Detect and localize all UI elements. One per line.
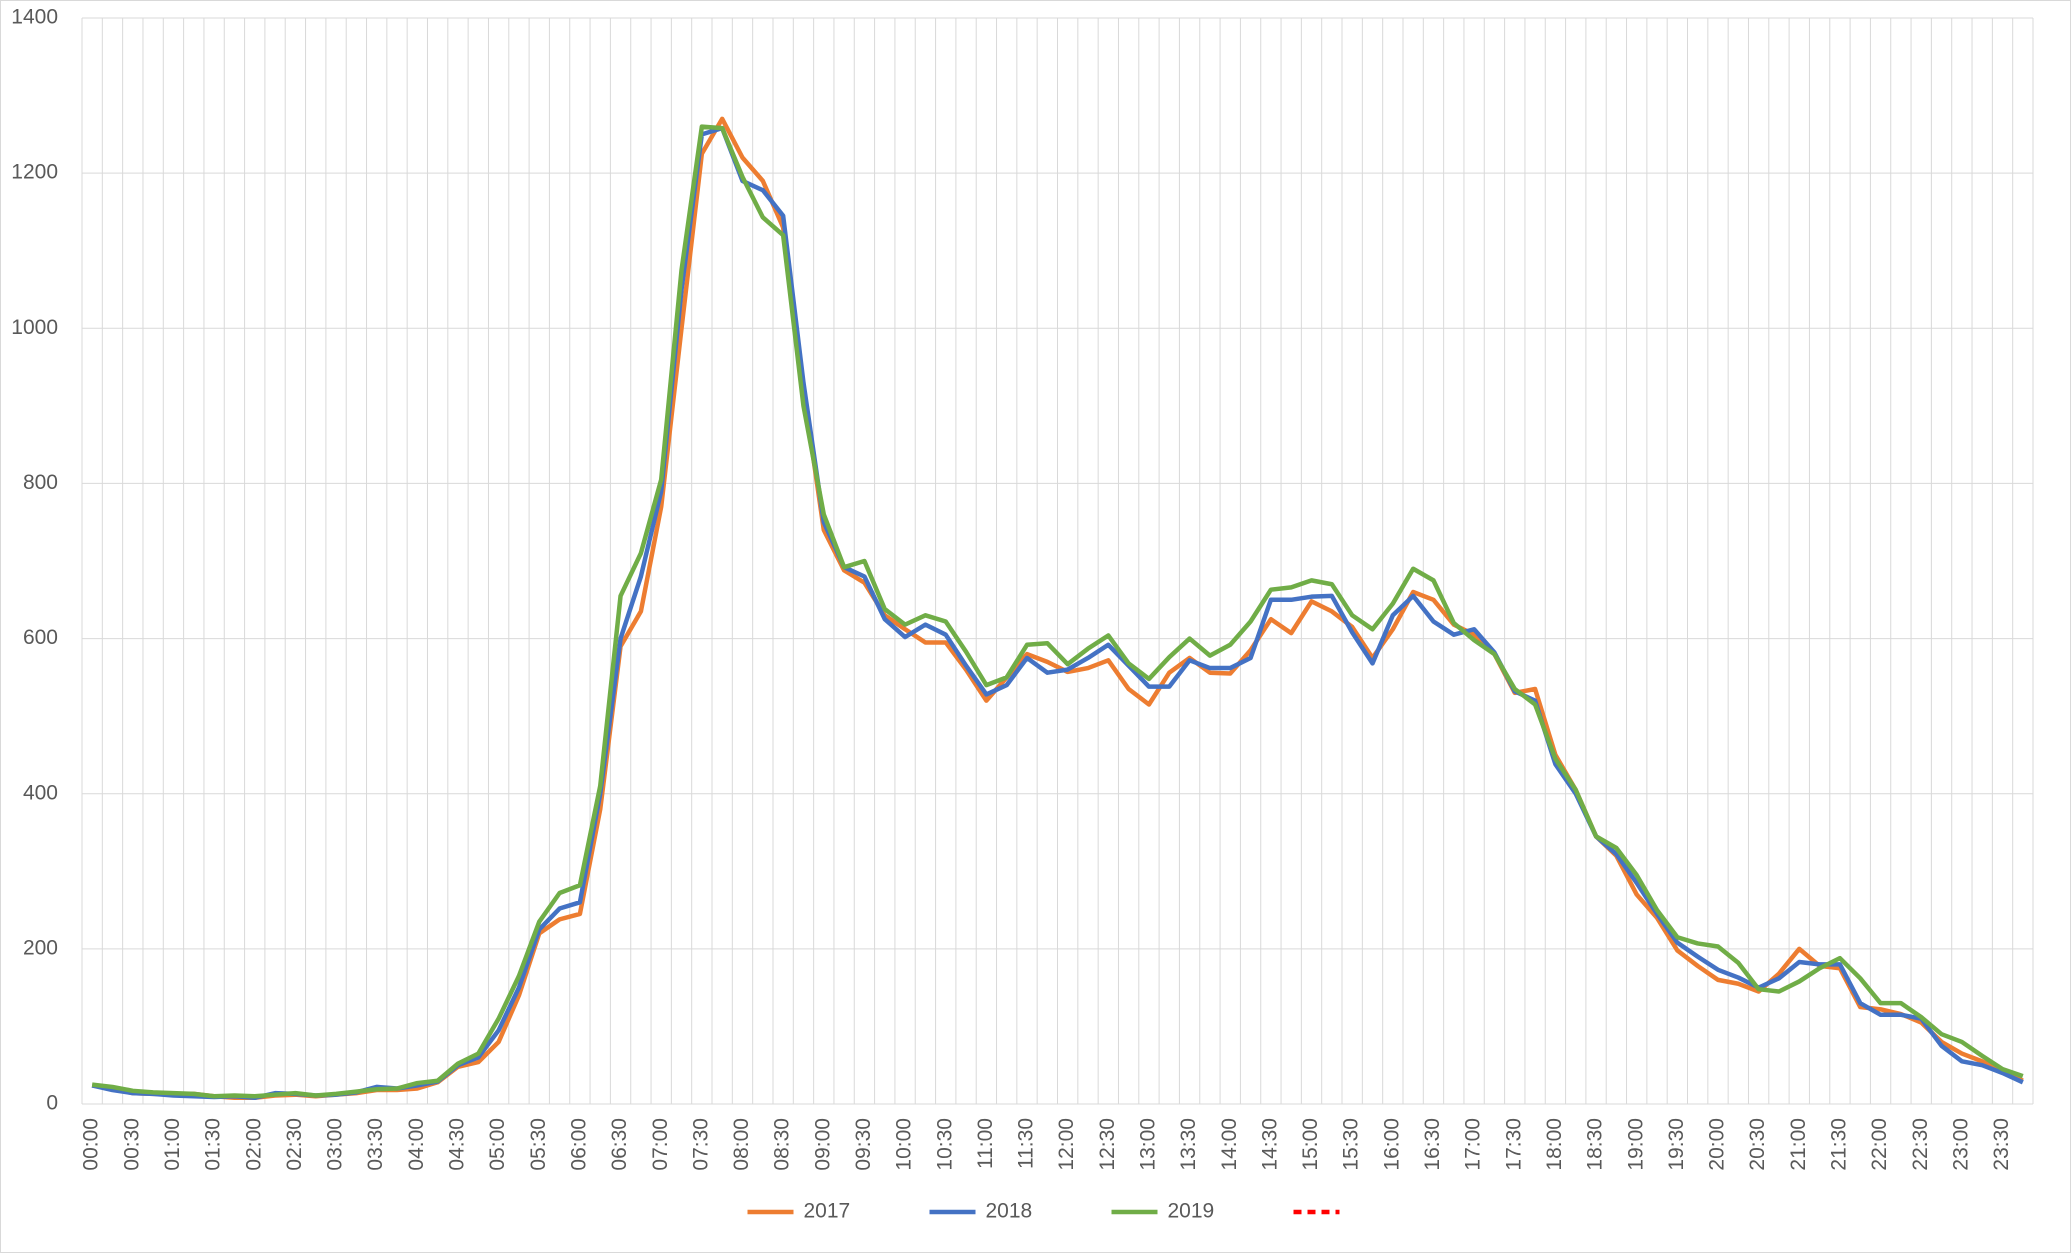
x-tick-label: 20:00 [1706, 1118, 1729, 1171]
legend-label: 2019 [1168, 1200, 1215, 1223]
legend-label: 2017 [804, 1200, 851, 1223]
x-tick-label: 21:00 [1787, 1118, 1810, 1171]
y-tick-label: 800 [23, 471, 58, 494]
x-tick-label: 22:00 [1868, 1118, 1891, 1171]
x-tick-label: 17:00 [1462, 1118, 1485, 1171]
x-tick-label: 08:30 [771, 1118, 794, 1171]
x-tick-label: 08:00 [730, 1118, 753, 1171]
y-tick-label: 1400 [11, 6, 58, 29]
legend-label: 2018 [986, 1200, 1033, 1223]
x-tick-label: 17:30 [1502, 1118, 1525, 1171]
y-tick-label: 200 [23, 936, 58, 959]
x-tick-label: 23:30 [1990, 1118, 2013, 1171]
x-tick-label: 05:00 [486, 1118, 509, 1171]
x-tick-label: 05:30 [527, 1118, 550, 1171]
y-tick-label: 600 [23, 626, 58, 649]
x-tick-label: 06:00 [567, 1118, 590, 1171]
x-tick-label: 01:00 [161, 1118, 184, 1171]
x-tick-label: 10:00 [893, 1118, 916, 1171]
x-tick-label: 07:30 [689, 1118, 712, 1171]
x-tick-label: 15:30 [1340, 1118, 1363, 1171]
y-tick-label: 0 [46, 1092, 58, 1115]
x-tick-label: 15:00 [1299, 1118, 1322, 1171]
x-tick-label: 11:00 [974, 1118, 997, 1169]
x-tick-label: 18:30 [1584, 1118, 1607, 1171]
x-tick-label: 14:30 [1258, 1118, 1281, 1171]
x-tick-label: 13:00 [1137, 1118, 1160, 1171]
x-tick-label: 16:30 [1421, 1118, 1444, 1171]
x-tick-label: 00:30 [120, 1118, 143, 1171]
x-tick-label: 14:00 [1218, 1118, 1241, 1171]
x-tick-label: 23:00 [1949, 1118, 1972, 1171]
x-tick-label: 12:00 [1055, 1118, 1078, 1171]
x-tick-label: 00:00 [80, 1118, 103, 1171]
x-tick-label: 18:00 [1543, 1118, 1566, 1171]
x-tick-label: 04:00 [405, 1118, 428, 1171]
x-tick-label: 21:30 [1827, 1118, 1850, 1171]
x-tick-label: 22:30 [1909, 1118, 1932, 1171]
y-tick-label: 400 [23, 781, 58, 804]
x-tick-label: 11:30 [1015, 1118, 1038, 1169]
series-line [91, 116, 2024, 1101]
x-tick-label: 04:30 [446, 1118, 469, 1171]
x-tick-label: 09:30 [852, 1118, 875, 1171]
x-tick-label: 07:00 [649, 1118, 672, 1171]
x-tick-label: 12:30 [1096, 1118, 1119, 1171]
x-tick-label: 10:30 [933, 1118, 956, 1171]
x-tick-label: 03:30 [364, 1118, 387, 1171]
x-tick-label: 06:30 [608, 1118, 631, 1171]
x-tick-label: 19:30 [1665, 1118, 1688, 1171]
x-tick-label: 19:00 [1624, 1118, 1647, 1171]
y-tick-label: 1200 [11, 161, 58, 184]
x-tick-label: 20:30 [1746, 1118, 1769, 1171]
series-line [91, 124, 2024, 1099]
x-tick-label: 02:30 [283, 1118, 306, 1171]
x-tick-label: 16:00 [1380, 1118, 1403, 1171]
x-tick-label: 09:00 [811, 1118, 834, 1171]
x-tick-label: 13:30 [1177, 1118, 1200, 1171]
x-tick-label: 01:30 [202, 1118, 225, 1171]
y-tick-label: 1000 [11, 316, 58, 339]
x-tick-label: 02:00 [242, 1118, 265, 1171]
x-tick-label: 03:00 [324, 1118, 347, 1171]
